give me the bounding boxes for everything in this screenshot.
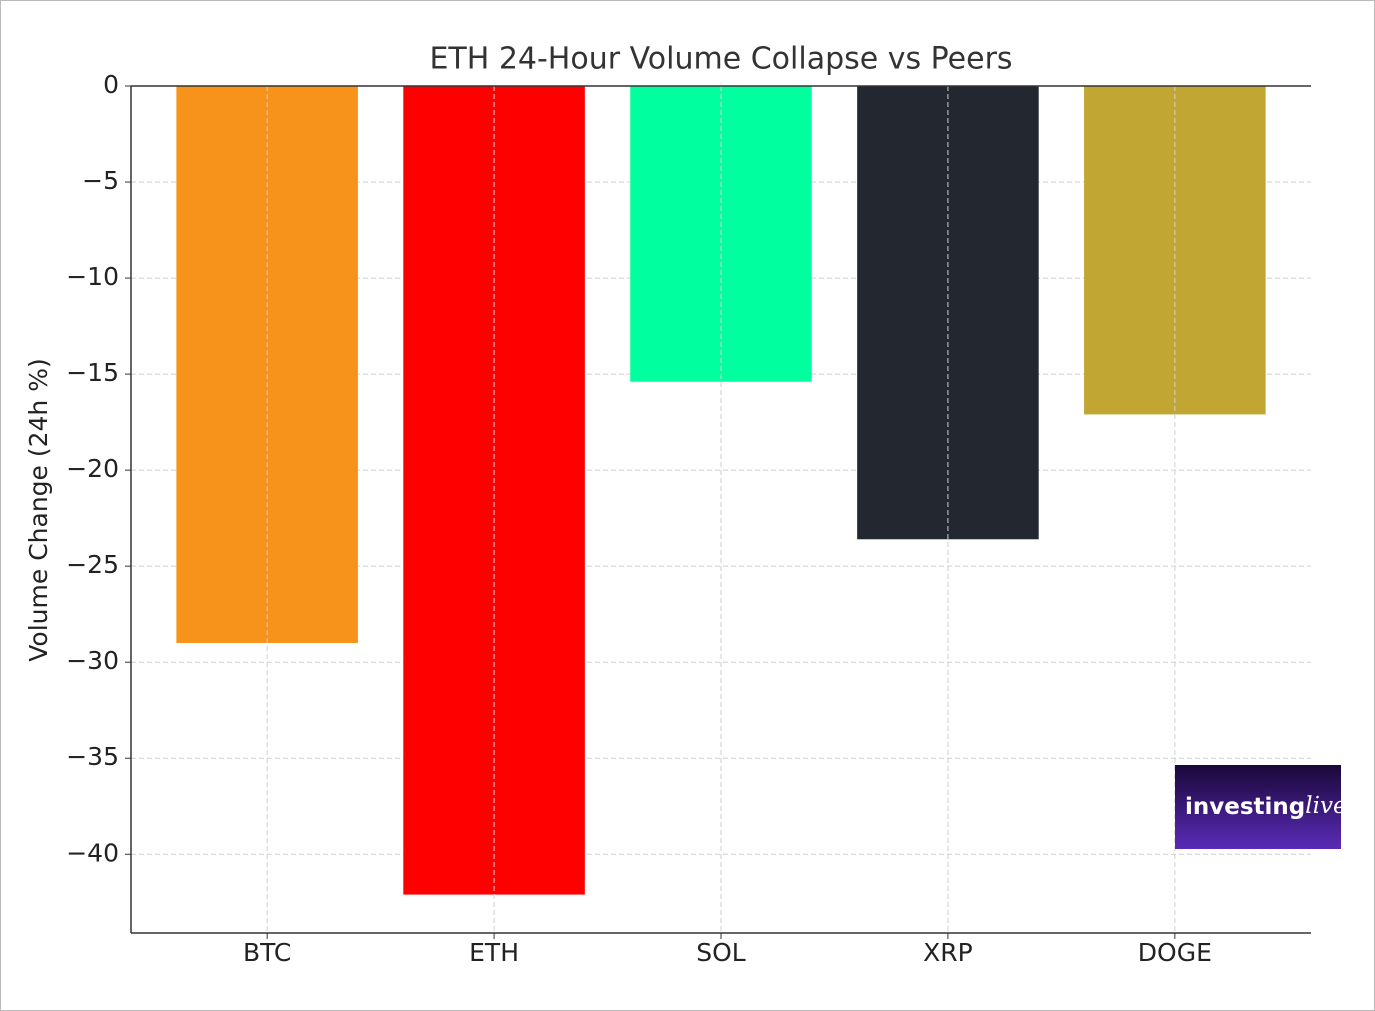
y-tick-label: −30: [66, 646, 119, 675]
chart-title: ETH 24-Hour Volume Collapse vs Peers: [429, 42, 1012, 77]
logo-brand: investing: [1185, 794, 1305, 820]
y-tick-label: 0: [103, 70, 119, 99]
y-axis-label: Volume Change (24h %): [24, 358, 53, 661]
y-tick-label: −20: [66, 454, 119, 483]
plot-area: 0 −5 −10 −15 −20 −25 −30 −35 −40 BTC ETH SOL XRP DOGE: [66, 70, 1311, 967]
x-tick-label: DOGE: [1138, 938, 1212, 967]
y-tick-label: −10: [66, 262, 119, 291]
logo-bg: [1175, 765, 1341, 849]
logo-text: investinglive: [1185, 793, 1347, 820]
y-tick-label: −25: [66, 550, 119, 579]
logo-suffix: live: [1305, 793, 1346, 819]
x-tick-label: ETH: [469, 938, 519, 967]
x-tick-label: XRP: [923, 938, 973, 967]
y-tick-label: −5: [82, 166, 119, 195]
x-tick-label: SOL: [696, 938, 746, 967]
x-tick-label: BTC: [243, 938, 291, 967]
logo: investinglive: [1175, 765, 1347, 849]
y-tick-label: −40: [66, 838, 119, 867]
y-tick-label: −35: [66, 742, 119, 771]
y-tick-label: −15: [66, 358, 119, 387]
